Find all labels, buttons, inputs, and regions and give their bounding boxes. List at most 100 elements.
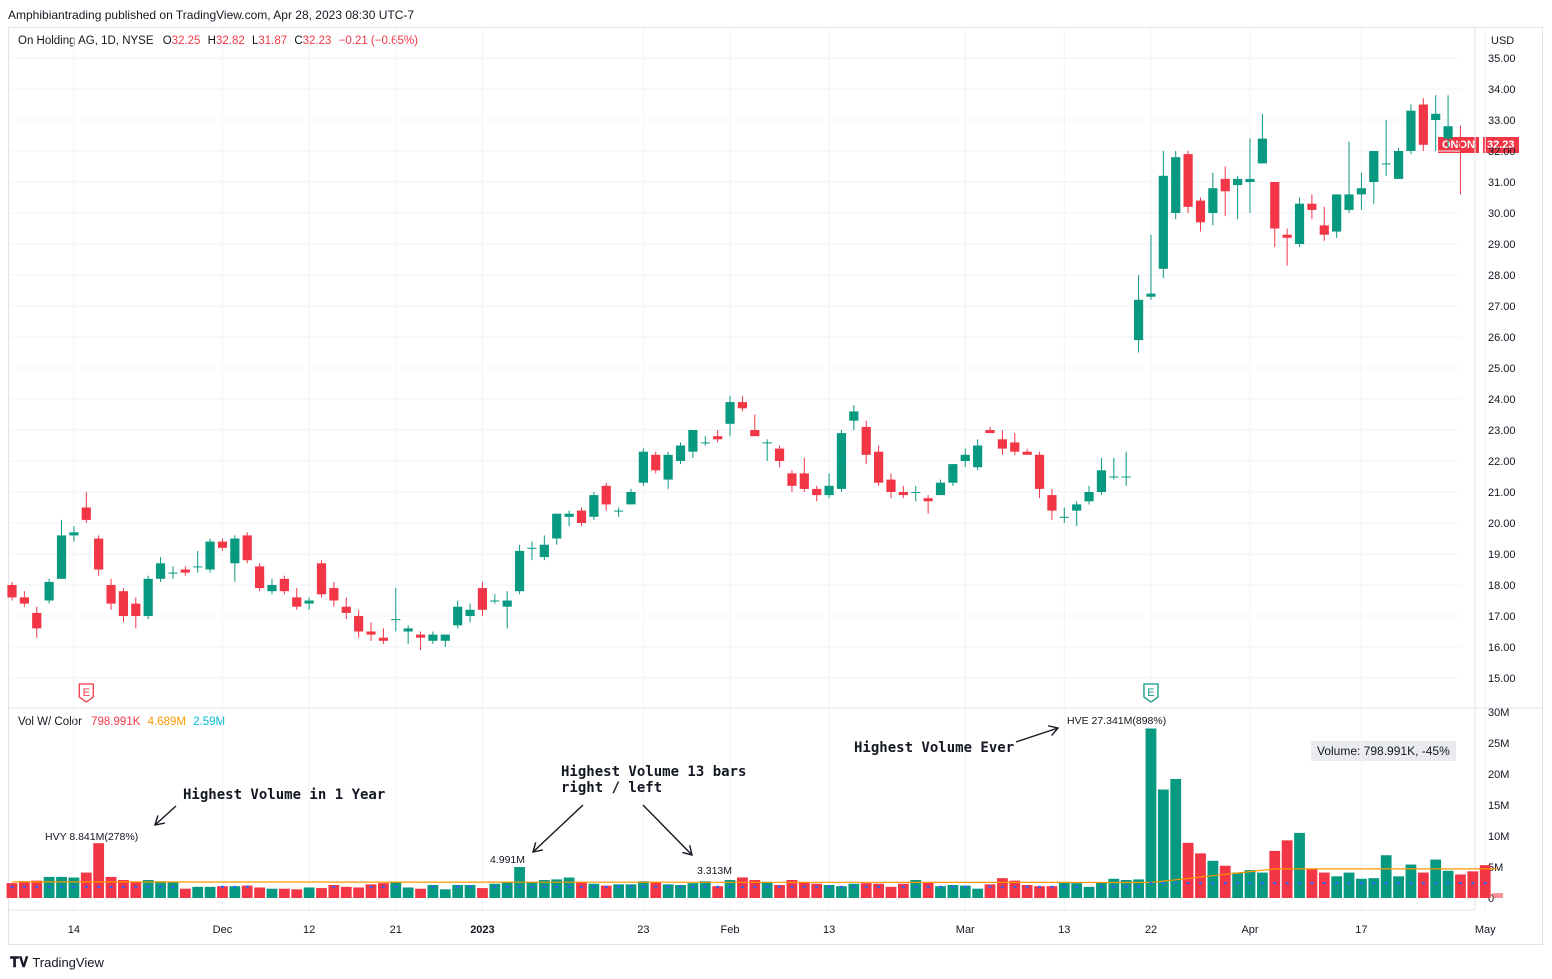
volume-average-marker <box>1421 882 1425 885</box>
volume-bar <box>922 881 934 898</box>
volume-average-marker <box>951 885 955 888</box>
volume-average-marker <box>790 885 794 888</box>
volume-average-marker <box>60 885 64 888</box>
candle-body <box>787 473 797 486</box>
volume-axis-label: 10M <box>1488 831 1509 843</box>
price-axis-label: 27.00 <box>1488 301 1516 313</box>
volume-bar <box>1256 872 1268 898</box>
volume-bar <box>588 883 600 898</box>
volume-bar <box>142 880 154 898</box>
candle-body <box>1059 516 1069 518</box>
candle-body <box>1220 178 1230 192</box>
volume-average-marker <box>567 885 571 888</box>
open-value: 32.25 <box>171 35 201 47</box>
volume-average-marker <box>679 885 683 888</box>
volume-bar <box>1467 871 1479 898</box>
time-axis-label: 17 <box>1355 924 1367 936</box>
time-axis-label: 12 <box>303 924 315 936</box>
volume-average-marker <box>604 885 608 888</box>
volume-bar <box>266 888 278 898</box>
volume-average-marker <box>1013 885 1017 888</box>
volume-average-marker <box>233 885 237 888</box>
price-axis-label: 28.00 <box>1488 270 1516 282</box>
volume-bar <box>749 880 761 898</box>
volume-bar <box>427 884 439 898</box>
volume-bar <box>439 889 451 898</box>
candle-body <box>155 563 166 579</box>
volume-average-marker <box>134 885 138 888</box>
candle-body <box>886 479 896 492</box>
candle-body <box>700 442 710 444</box>
volume-bar <box>724 880 736 898</box>
volume-average-marker <box>1483 882 1487 885</box>
volume-average-marker <box>1000 885 1004 888</box>
volume-bar <box>378 883 389 898</box>
volume-average-marker <box>740 885 744 888</box>
volume-average-marker <box>97 885 101 888</box>
candle-body <box>118 591 129 616</box>
price-axis-label: 22.00 <box>1488 456 1516 468</box>
volume-bar <box>675 884 686 898</box>
volume-bar <box>390 882 402 898</box>
candle-body <box>453 606 463 626</box>
candle-body <box>1393 151 1404 179</box>
candle-body <box>1443 126 1453 139</box>
time-axis-label: Apr <box>1241 924 1258 936</box>
volume-bar <box>118 880 129 898</box>
volume-bar <box>316 888 327 898</box>
volume-average-marker <box>815 885 819 888</box>
volume-average-marker <box>901 885 905 888</box>
volume-average-marker <box>245 885 249 888</box>
currency-label[interactable]: USD <box>1491 35 1515 47</box>
candle-body <box>329 588 339 601</box>
annotation-arrow <box>1015 727 1059 743</box>
time-axis-label: 2023 <box>470 924 494 936</box>
candle-body <box>849 411 859 421</box>
symbol-name[interactable]: On Holding AG, 1D, NYSE <box>18 35 154 47</box>
volume-moving-average-line <box>12 868 1498 884</box>
candle-body <box>564 513 574 517</box>
annotation-text: 3.313M <box>697 865 732 877</box>
candle-body <box>403 628 413 632</box>
volume-average-marker <box>1198 882 1202 885</box>
volume-average-marker <box>1124 885 1128 888</box>
volume-bar <box>18 881 30 898</box>
candle-body <box>131 603 141 616</box>
volume-bar <box>551 879 563 898</box>
candle-body <box>527 547 537 549</box>
candle-body <box>948 464 958 483</box>
candle-body <box>1270 182 1280 229</box>
candle-body <box>168 572 178 574</box>
candle-body <box>106 585 116 604</box>
price-axis-label: 31.00 <box>1488 177 1516 189</box>
volume-bar <box>959 885 971 898</box>
volume-bar <box>1430 859 1442 898</box>
annotation-arrowhead <box>1048 725 1060 737</box>
tradingview-logo[interactable]: 𝐓𝐕 TradingView <box>10 954 104 971</box>
candle-body <box>1109 476 1119 478</box>
candle-body <box>1047 495 1057 511</box>
volume-bar <box>873 883 884 898</box>
candle-body <box>502 600 512 607</box>
volume-bar <box>130 881 142 898</box>
volume-average-marker <box>72 885 76 888</box>
volume-average-marker <box>1298 882 1302 885</box>
volume-bar <box>848 883 860 898</box>
volume-bar <box>798 882 810 898</box>
volume-bar <box>31 880 43 898</box>
volume-average-marker <box>542 885 546 888</box>
candle-body <box>997 439 1007 449</box>
volume-average-marker <box>394 885 398 888</box>
time-axis-label: Feb <box>721 924 740 936</box>
volume-indicator-name[interactable]: Vol W/ Color <box>18 716 82 728</box>
volume-bar <box>241 885 253 898</box>
candle-body <box>1084 492 1094 502</box>
volume-average-marker <box>369 885 373 888</box>
volume-bar <box>662 884 674 898</box>
volume-average-marker <box>592 885 596 888</box>
volume-bar <box>1046 886 1058 898</box>
price-axis-label: 16.00 <box>1488 642 1516 654</box>
volume-bar <box>1318 872 1330 898</box>
candle-body <box>279 578 289 592</box>
